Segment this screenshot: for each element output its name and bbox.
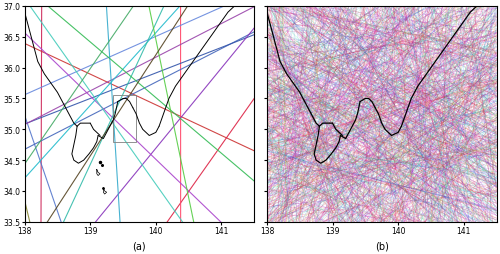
X-axis label: (b): (b) <box>375 241 388 250</box>
X-axis label: (a): (a) <box>132 241 146 250</box>
Bar <box>113 96 136 142</box>
